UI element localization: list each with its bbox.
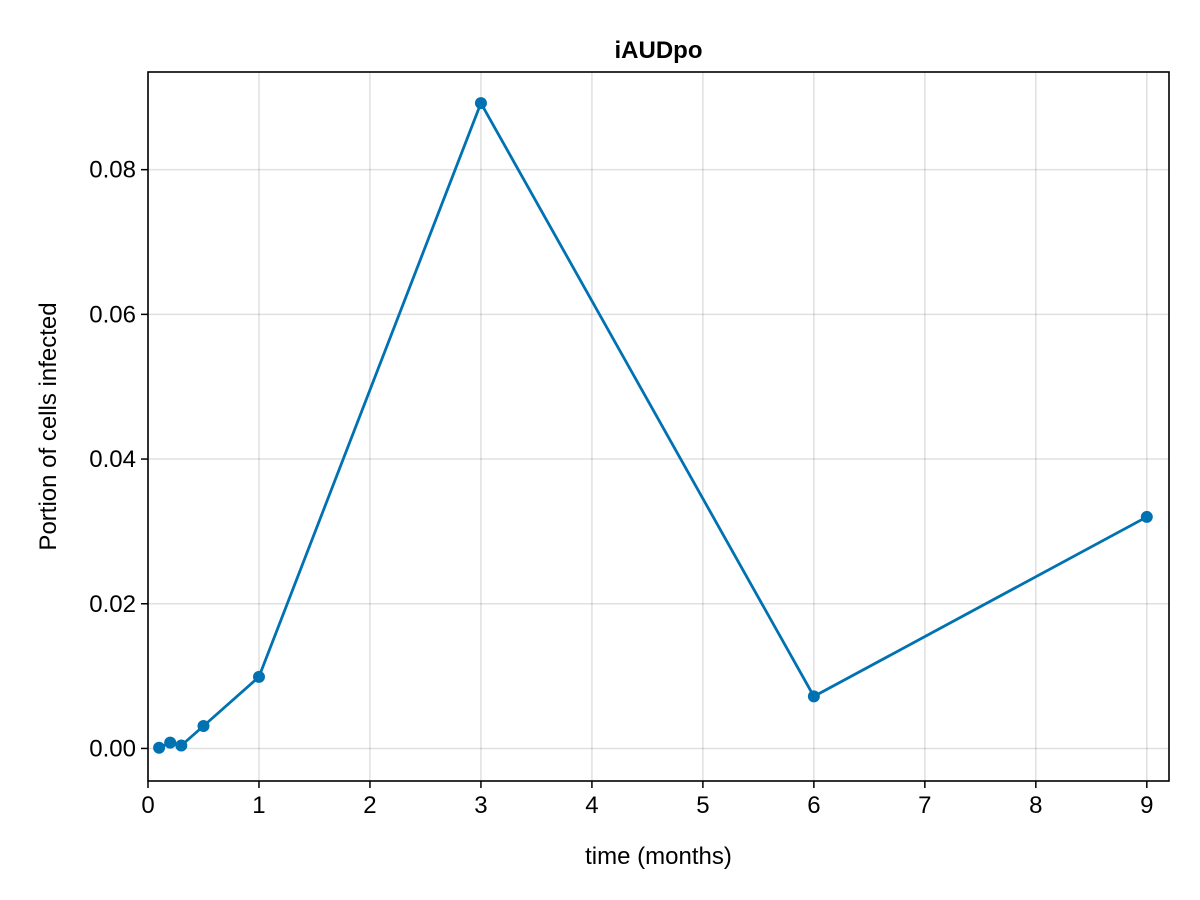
data-point	[197, 720, 210, 733]
x-tick-label: 9	[1140, 792, 1153, 819]
grid	[147, 72, 1169, 781]
data-point	[164, 736, 177, 749]
plot-frame	[147, 71, 1170, 782]
y-axis-title: Portion of cells infected	[35, 302, 62, 550]
y-tick-label: 0.06	[89, 301, 136, 328]
x-tick-label: 8	[1029, 792, 1042, 819]
y-tick-label: 0.02	[89, 591, 136, 618]
y-tick-label: 0.08	[89, 157, 136, 184]
x-tick-label: 7	[918, 792, 931, 819]
chart-title: iAUDpo	[615, 37, 703, 64]
data-point	[175, 739, 188, 752]
series-layer	[153, 97, 1153, 754]
x-tick-label: 0	[141, 792, 154, 819]
x-tick-label: 4	[585, 792, 598, 819]
data-point	[474, 97, 487, 110]
data-point	[807, 690, 820, 703]
x-tick-label: 5	[696, 792, 709, 819]
data-point	[153, 741, 166, 754]
x-tick-label: 1	[252, 792, 265, 819]
data-point	[1140, 510, 1153, 523]
y-tick-label: 0.04	[89, 446, 136, 473]
data-point	[252, 670, 265, 683]
x-axis-title: time (months)	[585, 843, 732, 870]
x-tick-label: 6	[807, 792, 820, 819]
y-tick-label: 0.00	[89, 735, 136, 762]
x-tick-label: 3	[474, 792, 487, 819]
x-tick-label: 2	[363, 792, 376, 819]
axis-ticks: 0 1 2 3 4 5 6 7 8 9 0.00 0.02 0.04 0.06 0.08	[89, 157, 1153, 819]
